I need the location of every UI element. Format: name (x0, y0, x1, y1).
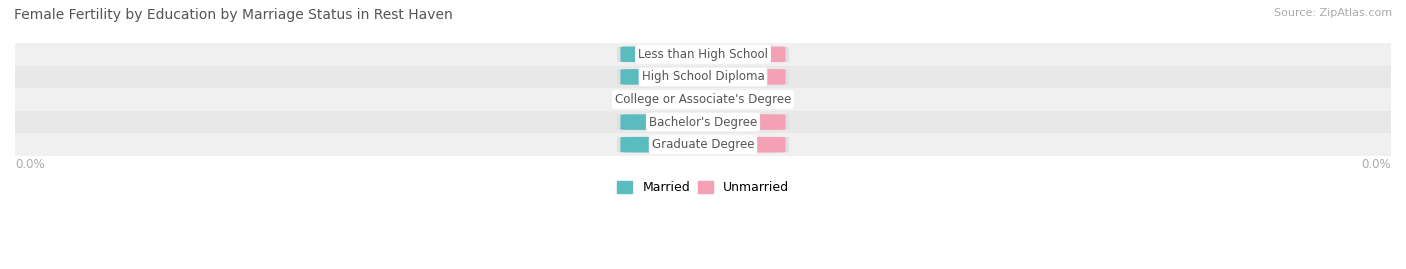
Text: Female Fertility by Education by Marriage Status in Rest Haven: Female Fertility by Education by Marriag… (14, 8, 453, 22)
Text: College or Associate's Degree: College or Associate's Degree (614, 93, 792, 106)
FancyBboxPatch shape (617, 92, 717, 107)
FancyBboxPatch shape (15, 88, 1391, 111)
Text: 0.0%: 0.0% (727, 94, 755, 105)
FancyBboxPatch shape (15, 43, 1391, 66)
FancyBboxPatch shape (689, 114, 789, 130)
FancyBboxPatch shape (696, 92, 786, 107)
FancyBboxPatch shape (689, 47, 789, 62)
FancyBboxPatch shape (620, 69, 710, 85)
FancyBboxPatch shape (696, 137, 786, 153)
FancyBboxPatch shape (15, 111, 1391, 133)
FancyBboxPatch shape (617, 137, 717, 153)
Text: 0.0%: 0.0% (727, 49, 755, 59)
Text: 0.0%: 0.0% (651, 72, 679, 82)
FancyBboxPatch shape (620, 92, 710, 107)
FancyBboxPatch shape (620, 114, 710, 130)
Text: 0.0%: 0.0% (727, 140, 755, 150)
FancyBboxPatch shape (696, 114, 786, 130)
Text: 0.0%: 0.0% (651, 94, 679, 105)
FancyBboxPatch shape (689, 137, 789, 153)
Text: Source: ZipAtlas.com: Source: ZipAtlas.com (1274, 8, 1392, 18)
Text: Graduate Degree: Graduate Degree (652, 138, 754, 151)
Text: 0.0%: 0.0% (651, 140, 679, 150)
Text: 0.0%: 0.0% (651, 117, 679, 127)
Text: Bachelor's Degree: Bachelor's Degree (650, 116, 756, 129)
FancyBboxPatch shape (696, 69, 786, 85)
Text: 0.0%: 0.0% (1361, 158, 1391, 171)
FancyBboxPatch shape (620, 47, 710, 62)
FancyBboxPatch shape (15, 133, 1391, 156)
Text: 0.0%: 0.0% (651, 49, 679, 59)
Text: 0.0%: 0.0% (15, 158, 45, 171)
FancyBboxPatch shape (15, 66, 1391, 88)
Text: Less than High School: Less than High School (638, 48, 768, 61)
FancyBboxPatch shape (689, 92, 789, 107)
Legend: Married, Unmarried: Married, Unmarried (612, 176, 794, 199)
FancyBboxPatch shape (617, 114, 717, 130)
FancyBboxPatch shape (617, 47, 717, 62)
Text: High School Diploma: High School Diploma (641, 70, 765, 83)
FancyBboxPatch shape (620, 137, 710, 153)
FancyBboxPatch shape (617, 69, 717, 85)
Text: 0.0%: 0.0% (727, 117, 755, 127)
FancyBboxPatch shape (689, 69, 789, 85)
FancyBboxPatch shape (696, 47, 786, 62)
Text: 0.0%: 0.0% (727, 72, 755, 82)
